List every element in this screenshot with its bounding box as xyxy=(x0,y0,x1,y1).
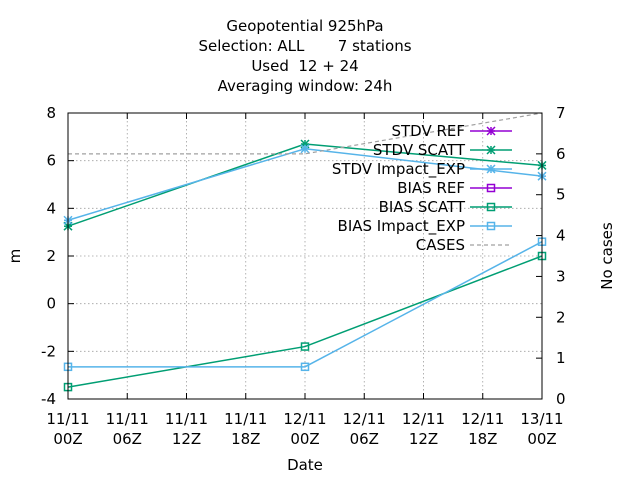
y-tick-label: -4 xyxy=(41,390,56,408)
chart-title-line-1: Geopotential 925hPa xyxy=(226,17,383,35)
y-tick-label: 8 xyxy=(46,104,56,122)
x-tick-label: 11/11 xyxy=(46,410,89,428)
series-line xyxy=(68,112,543,155)
x-tick-label: 12/11 xyxy=(343,410,386,428)
x-tick-label: 00Z xyxy=(527,430,556,448)
legend-label: STDV REF xyxy=(391,122,465,140)
legend-entry: STDV Impact_EXP xyxy=(332,160,512,179)
y2-tick-label: 2 xyxy=(556,308,566,326)
y2-axis-label: No cases xyxy=(598,222,616,290)
legend-marker xyxy=(486,183,496,193)
legend-entry: STDV SCATT xyxy=(373,141,512,159)
x-tick-label: 06Z xyxy=(113,430,142,448)
plot-area xyxy=(63,112,547,392)
y-tick-label: 0 xyxy=(46,295,56,313)
grid xyxy=(68,113,542,399)
x-tick-label: 12/11 xyxy=(461,410,504,428)
y2-tick-label: 7 xyxy=(556,104,566,122)
legend-entry: BIAS SCATT xyxy=(379,198,512,216)
x-tick-label: 11/11 xyxy=(224,410,267,428)
x-tick-label: 12/11 xyxy=(283,410,326,428)
y-tick-label: -2 xyxy=(41,342,56,360)
axes: 11/11 00Z 11/11 06Z 11/11 12Z 11/11 18Z 12/11 00Z… xyxy=(41,104,566,448)
x-tick-label: 18Z xyxy=(231,430,260,448)
legend-marker xyxy=(486,221,496,231)
x-tick-label: 18Z xyxy=(468,430,497,448)
y2-tick-label: 5 xyxy=(556,186,566,204)
chart-title: Geopotential 925hPa Selection: ALL 7 sta… xyxy=(198,17,411,95)
legend-entry: STDV REF xyxy=(391,122,512,140)
x-tick-label: 12Z xyxy=(172,430,201,448)
x-tick-label: 11/11 xyxy=(165,410,208,428)
y2-tick-label: 3 xyxy=(556,267,566,285)
data-point xyxy=(300,342,310,351)
x-tick-label: 00Z xyxy=(53,430,82,448)
x-tick-label: 00Z xyxy=(290,430,319,448)
legend-label: STDV SCATT xyxy=(373,141,466,159)
legend-marker xyxy=(486,164,496,174)
legend-entry: BIAS REF xyxy=(397,179,512,197)
legend-label: BIAS SCATT xyxy=(379,198,466,216)
chart-title-line-2: Selection: ALL 7 stations xyxy=(198,37,411,55)
legend-marker xyxy=(486,202,496,212)
x-tick-label: 06Z xyxy=(350,430,379,448)
data-point xyxy=(300,144,310,154)
legend-label: BIAS REF xyxy=(397,179,465,197)
y2-tick-label: 6 xyxy=(556,145,566,163)
y-tick-label: 2 xyxy=(46,247,56,265)
y-tick-label: 4 xyxy=(46,199,56,217)
legend-marker xyxy=(486,145,496,155)
series-line xyxy=(68,241,543,368)
series-line xyxy=(67,255,543,388)
legend-marker xyxy=(486,126,496,136)
y-axis-label: m xyxy=(6,249,24,264)
legend-label: CASES xyxy=(416,236,465,254)
legend-entry: BIAS Impact_EXP xyxy=(338,217,512,236)
legend-label: STDV Impact_EXP xyxy=(332,160,465,179)
chart-title-line-4: Averaging window: 24h xyxy=(218,77,393,95)
x-tick-label: 13/11 xyxy=(520,410,563,428)
y2-tick-label: 4 xyxy=(556,227,566,245)
y-tick-label: 6 xyxy=(46,152,56,170)
legend-entry: CASES xyxy=(416,236,512,254)
x-tick-label: 12/11 xyxy=(402,410,445,428)
y2-tick-label: 1 xyxy=(556,349,566,367)
x-tick-label: 11/11 xyxy=(106,410,149,428)
chart-title-line-3: Used 12 + 24 xyxy=(251,57,358,75)
data-point xyxy=(300,362,310,372)
x-tick-label: 12Z xyxy=(409,430,438,448)
y2-tick-label: 0 xyxy=(556,390,566,408)
x-axis-label: Date xyxy=(287,456,323,474)
legend-label: BIAS Impact_EXP xyxy=(338,217,465,236)
